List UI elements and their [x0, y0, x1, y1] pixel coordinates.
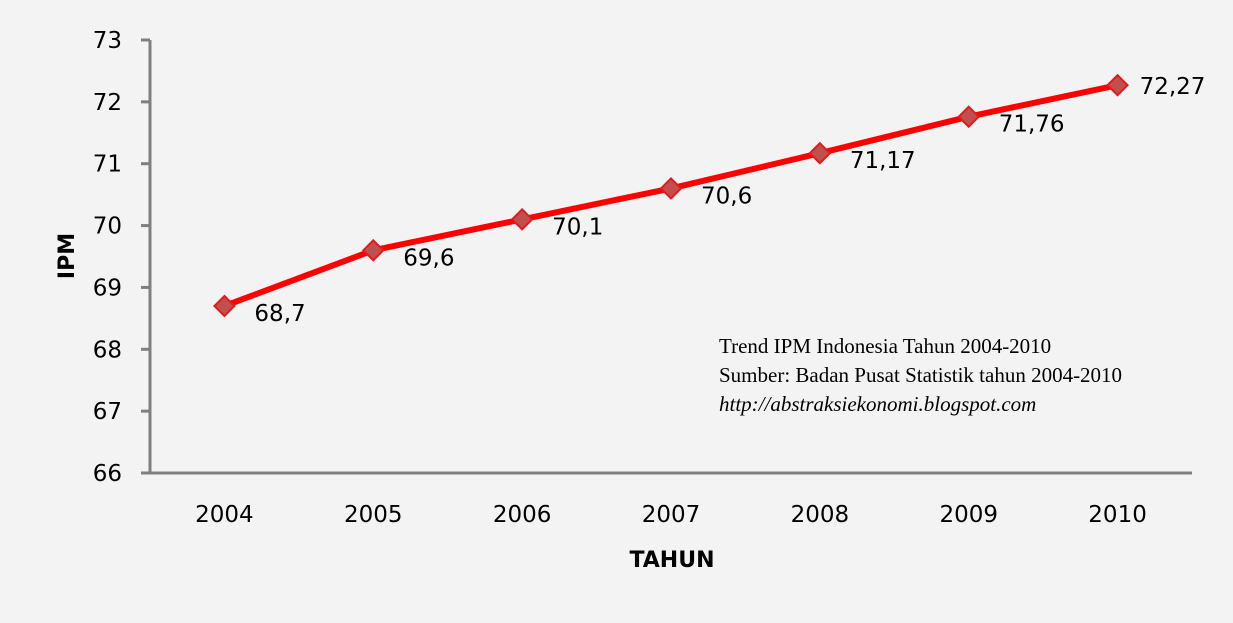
- diamond-marker: [213, 294, 236, 318]
- data-labels: 68,7 69,6 70,1 70,6 71,17 71,76 72,27: [254, 74, 1205, 327]
- diamond-marker: [957, 105, 981, 129]
- diamond-marker: [361, 238, 385, 262]
- data-point-label: 71,17: [850, 148, 916, 174]
- data-point-label: 69,6: [403, 245, 454, 271]
- x-tick-label: 2007: [642, 502, 701, 528]
- diamond-marker: [510, 207, 534, 231]
- annotation-title: Trend IPM Indonesia Tahun 2004-2010: [719, 334, 1052, 358]
- y-tick-label: 71: [93, 152, 122, 178]
- x-tick-label: 2009: [939, 502, 998, 528]
- y-tick-label: 73: [93, 28, 122, 54]
- y-tick-label: 67: [93, 399, 122, 425]
- x-axis-labels: 2004 2005 2006 2007 2008 2009 2010: [195, 502, 1147, 528]
- annotation-source: Sumber: Badan Pusat Statistik tahun 2004…: [719, 363, 1123, 387]
- y-axis-title: IPM: [55, 233, 80, 279]
- y-tick-label: 66: [93, 461, 122, 487]
- data-point-label: 72,27: [1140, 74, 1206, 100]
- x-tick-label: 2004: [195, 502, 254, 528]
- data-point-label: 68,7: [254, 301, 305, 327]
- chart-annotation: Trend IPM Indonesia Tahun 2004-2010 Sumb…: [719, 332, 1122, 419]
- x-tick-label: 2005: [344, 502, 403, 528]
- y-axis-ticks: 73 72 71 70 69 68 67 66: [93, 28, 150, 487]
- x-tick-label: 2010: [1088, 502, 1147, 528]
- y-tick-label: 69: [93, 275, 122, 301]
- x-tick-label: 2008: [791, 502, 850, 528]
- x-axis-title: TAHUN: [629, 548, 714, 573]
- diamond-marker: [659, 177, 683, 200]
- diamond-marker: [1106, 73, 1129, 97]
- data-point-label: 71,76: [999, 112, 1065, 138]
- y-tick-label: 70: [93, 214, 122, 240]
- diamond-marker: [808, 141, 832, 165]
- y-tick-label: 72: [93, 90, 122, 116]
- annotation-url: http://abstraksiekonomi.blogspot.com: [719, 392, 1037, 416]
- x-tick-label: 2006: [493, 502, 552, 528]
- data-markers: [213, 73, 1129, 318]
- y-tick-label: 68: [93, 337, 122, 363]
- data-point-label: 70,1: [552, 214, 603, 240]
- data-point-label: 70,6: [701, 183, 752, 209]
